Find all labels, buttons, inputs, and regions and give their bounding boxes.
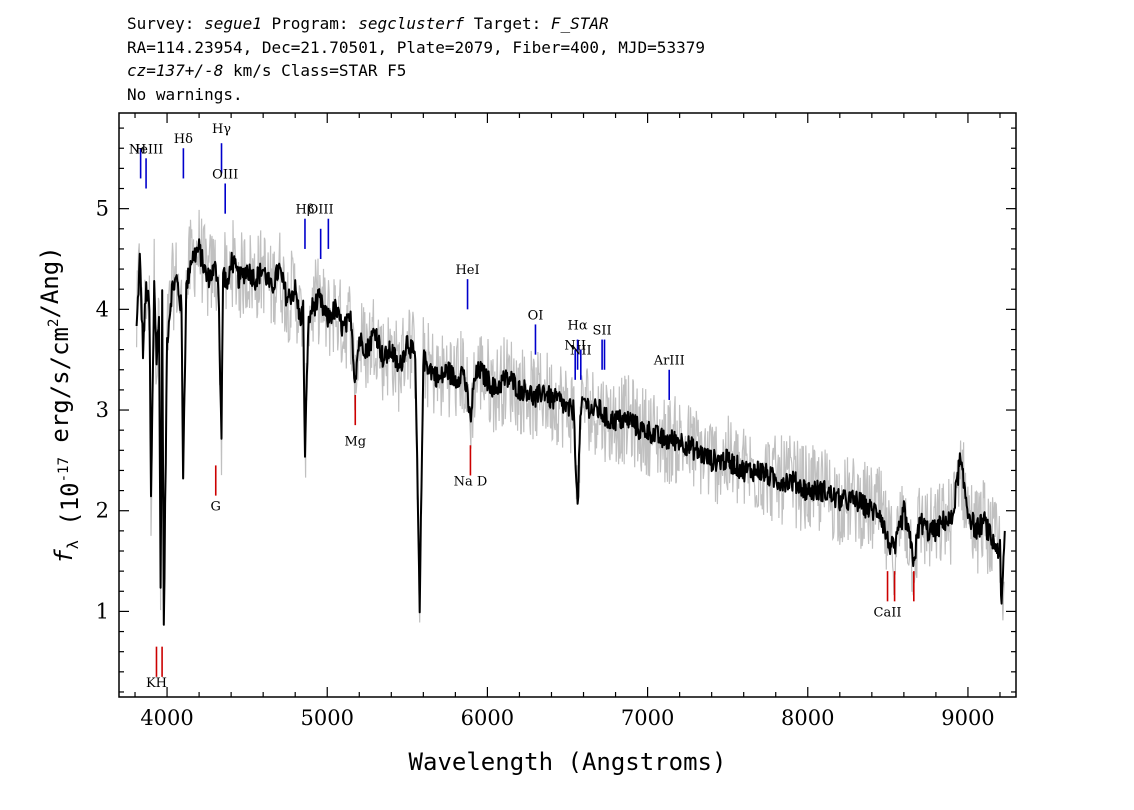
header-line-survey: Survey: segue1 Program: segclusterf Targ… bbox=[127, 12, 705, 36]
y-axis-title-text: fλ (10-17 erg/s/cm2/Ang) bbox=[36, 246, 84, 563]
line-label: ArIII bbox=[653, 354, 685, 369]
noise-band bbox=[136, 209, 1005, 623]
x-tick-label: 6000 bbox=[461, 706, 514, 730]
line-label: Mg bbox=[344, 434, 366, 449]
line-label: CaII bbox=[874, 605, 902, 620]
header-line-redshift: cz=137+/-8 km/s Class=STAR F5 bbox=[127, 59, 705, 83]
line-label: OI bbox=[528, 308, 544, 323]
line-label: G bbox=[211, 500, 221, 515]
y-axis-title: fλ (10-17 erg/s/cm2/Ang) bbox=[36, 246, 84, 563]
line-label: Hβ bbox=[296, 203, 315, 218]
line-label: OIII bbox=[212, 167, 238, 182]
spectral-lines: HNeIIIHδHγOIIIHβOIIIHeIOINIIHαNIISIIArII… bbox=[129, 122, 915, 691]
target-value: F_STAR bbox=[550, 14, 609, 33]
noise-line bbox=[136, 209, 1005, 623]
target-label: Target: bbox=[464, 14, 551, 33]
line-label: Hγ bbox=[212, 122, 231, 137]
y-tick-label: 4 bbox=[96, 297, 109, 321]
line-label: KH bbox=[146, 676, 167, 691]
line-label: H bbox=[135, 142, 146, 157]
x-axis: 4000 5000 6000 7000 8000 9000 bbox=[134, 113, 1001, 730]
flux-layer bbox=[135, 238, 1006, 626]
line-label: Hδ bbox=[174, 132, 193, 147]
x-tick-label: 5000 bbox=[301, 706, 354, 730]
program-label: Program: bbox=[261, 14, 359, 33]
flux-line bbox=[135, 238, 1006, 626]
line-label: NII bbox=[570, 344, 592, 359]
header-line-coords: RA=114.23954, Dec=21.70501, Plate=2079, … bbox=[127, 37, 705, 57]
line-label: Hα bbox=[568, 318, 588, 333]
survey-label: Survey: bbox=[127, 14, 205, 33]
x-tick-label: 7000 bbox=[621, 706, 674, 730]
x-axis-title: Wavelength (Angstroms) bbox=[409, 748, 727, 776]
line-label: OIII bbox=[308, 203, 334, 218]
x-tick-label: 4000 bbox=[140, 706, 193, 730]
y-tick-label: 1 bbox=[96, 599, 109, 623]
line-label: HeI bbox=[455, 263, 479, 278]
x-tick-label: 9000 bbox=[941, 706, 994, 730]
y-axis: 1 2 3 4 5 bbox=[96, 127, 1016, 693]
survey-value: segue1 bbox=[204, 14, 262, 33]
cz-value: cz=137+/-8 bbox=[127, 61, 224, 80]
program-value: segclusterf bbox=[358, 14, 465, 33]
plot-frame bbox=[118, 112, 1017, 698]
line-label: Na D bbox=[454, 475, 488, 490]
y-tick-label: 3 bbox=[96, 398, 109, 422]
header-line-warnings: No warnings. bbox=[127, 84, 243, 104]
spectrum-header: Survey: segue1 Program: segclusterf Targ… bbox=[127, 12, 705, 106]
line-label: SII bbox=[593, 324, 612, 339]
line-label: NeIII bbox=[129, 142, 163, 157]
cz-class: km/s Class=STAR F5 bbox=[223, 61, 407, 80]
x-tick-label: 8000 bbox=[781, 706, 834, 730]
y-tick-label: 2 bbox=[96, 499, 109, 523]
y-tick-label: 5 bbox=[96, 197, 109, 221]
